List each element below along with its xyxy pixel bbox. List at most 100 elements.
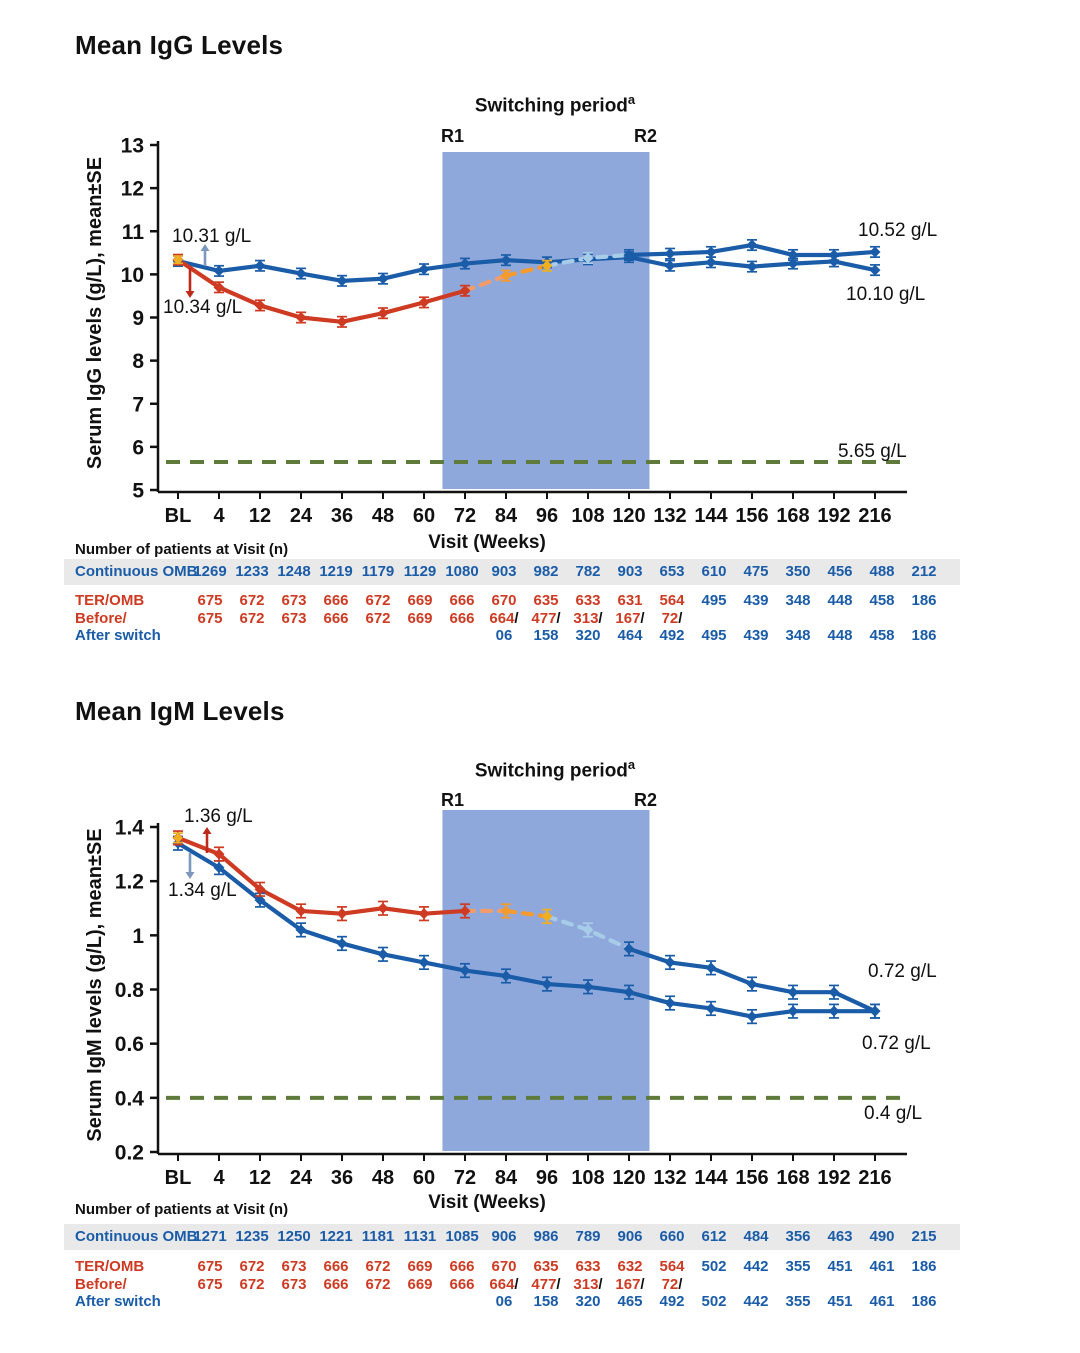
igm-chart-title: Mean IgM Levels: [75, 696, 285, 726]
patients-count: 442: [743, 1258, 769, 1275]
row-label: Continuous OMB: [75, 563, 198, 580]
patients-count-split: 451: [827, 1293, 853, 1310]
patients-count: 458: [869, 592, 895, 609]
svg-text:1: 1: [132, 925, 144, 948]
patients-count-split: 348: [785, 627, 811, 644]
row-highlight-band: [64, 559, 960, 585]
patients-count-split: 666: [323, 1276, 349, 1293]
patients-count: 356: [785, 1228, 811, 1245]
patients-count: 612: [701, 1228, 727, 1245]
igg-end-top-annotation: 10.52 g/L: [858, 220, 938, 241]
patients-count-split: 675: [197, 610, 223, 627]
patients-count: 903: [491, 563, 517, 580]
row-label: Before/After switch: [75, 610, 161, 644]
patients-count: 632: [617, 1258, 643, 1275]
svg-text:72: 72: [454, 505, 476, 527]
patients-count: 672: [239, 1258, 265, 1275]
patients-count-split: 186: [911, 627, 937, 644]
patients-count: 666: [323, 1258, 349, 1275]
svg-text:84: 84: [495, 1167, 518, 1189]
patients-count-split: 666: [449, 1276, 475, 1293]
igm-end-top-annotation: 0.72 g/L: [868, 961, 937, 982]
patients-count: 186: [911, 1258, 937, 1275]
patients-count-split: 666: [323, 610, 349, 627]
patients-count: 666: [449, 1258, 475, 1275]
patients-table-row: TER/OMB 675 672 673 666 672 669 666 670 635 633 632…: [0, 1254, 1080, 1280]
patients-count: 461: [869, 1258, 895, 1275]
patients-table-row: Before/After switch 675 672 673 666 672 6…: [0, 610, 1080, 644]
patients-count: 439: [743, 592, 769, 609]
patients-count: 666: [449, 592, 475, 609]
patients-count-split: 672: [239, 1276, 265, 1293]
patients-count: 672: [239, 592, 265, 609]
svg-text:48: 48: [372, 1167, 394, 1189]
patients-count: 631: [617, 592, 643, 609]
svg-text:132: 132: [653, 505, 686, 527]
patients-count-split: 458: [869, 627, 895, 644]
patients-count: 1221: [319, 1228, 353, 1245]
igm-switching-period-text: Switching period: [474, 760, 628, 782]
igg-patients-heading: Number of patients at Visit (n): [75, 541, 289, 558]
patients-count: 215: [911, 1228, 937, 1245]
patients-count: 564: [659, 1258, 685, 1275]
patients-count-split: 669: [407, 610, 433, 627]
patients-count: 212: [911, 563, 937, 580]
igg-x-axis-label: Visit (Weeks): [428, 532, 546, 553]
igm-switching-period-label: Switching perioda: [405, 757, 705, 782]
patients-count: 669: [407, 592, 433, 609]
patients-count-split: 461: [869, 1293, 895, 1310]
patients-count: 1080: [445, 563, 479, 580]
patients-count-split: 439: [743, 627, 769, 644]
igm-r2-label: R2: [634, 790, 658, 810]
svg-text:168: 168: [776, 505, 809, 527]
svg-text:0.4: 0.4: [115, 1087, 145, 1110]
patients-count: 982: [533, 563, 559, 580]
patients-count: 903: [617, 563, 643, 580]
igm-plot: 0.2 0.4 0.6 0.8 1 1.2 1.4 BL 4 12 24 36 48 60 72 84 96 10…: [115, 810, 907, 1189]
patients-count: 1235: [235, 1228, 269, 1245]
patients-count: 1269: [193, 563, 227, 580]
svg-text:144: 144: [694, 1167, 728, 1189]
patients-count: 633: [575, 592, 601, 609]
patients-count-split: 672: [239, 610, 265, 627]
row-label: TER/OMB: [75, 1258, 145, 1275]
patients-count-split: 313/320: [573, 1276, 603, 1310]
svg-text:108: 108: [571, 505, 604, 527]
patients-count-split: 664/06: [489, 1276, 519, 1310]
svg-text:10: 10: [121, 264, 144, 287]
patients-table-row: Continuous OMB 1271 1235 1250 1221 1181 1131 10…: [0, 1224, 1080, 1250]
svg-text:96: 96: [536, 1167, 558, 1189]
svg-text:5: 5: [132, 480, 144, 503]
patients-count: 495: [701, 592, 727, 609]
svg-text:216: 216: [858, 505, 891, 527]
patients-count-split: 72/492: [659, 610, 685, 644]
svg-text:24: 24: [290, 505, 313, 527]
patients-count: 1129: [403, 563, 437, 580]
patients-count: 1179: [361, 563, 395, 580]
svg-text:36: 36: [331, 505, 353, 527]
patients-count: 1233: [235, 563, 269, 580]
svg-text:6: 6: [132, 436, 144, 459]
igm-switching-footnote-marker: a: [627, 757, 636, 772]
patients-count: 490: [869, 1228, 895, 1245]
patients-count: 653: [659, 563, 685, 580]
svg-text:13: 13: [121, 135, 144, 158]
patients-count-split: 672: [365, 1276, 391, 1293]
svg-text:120: 120: [612, 1167, 645, 1189]
svg-text:156: 156: [735, 1167, 768, 1189]
patients-count: 986: [533, 1228, 559, 1245]
patients-count: 451: [827, 1258, 853, 1275]
svg-text:48: 48: [372, 505, 394, 527]
patients-count: 1219: [319, 563, 353, 580]
svg-text:120: 120: [612, 505, 645, 527]
patients-count-split: 669: [407, 1276, 433, 1293]
svg-text:24: 24: [290, 1167, 313, 1189]
patients-count: 635: [533, 592, 559, 609]
svg-text:108: 108: [571, 1167, 604, 1189]
patients-count: 186: [911, 592, 937, 609]
patients-count-split: 72/492: [659, 1276, 685, 1310]
patients-count-split: 477/158: [531, 1276, 561, 1310]
patients-count: 1248: [277, 563, 311, 580]
patients-count: 610: [701, 563, 727, 580]
